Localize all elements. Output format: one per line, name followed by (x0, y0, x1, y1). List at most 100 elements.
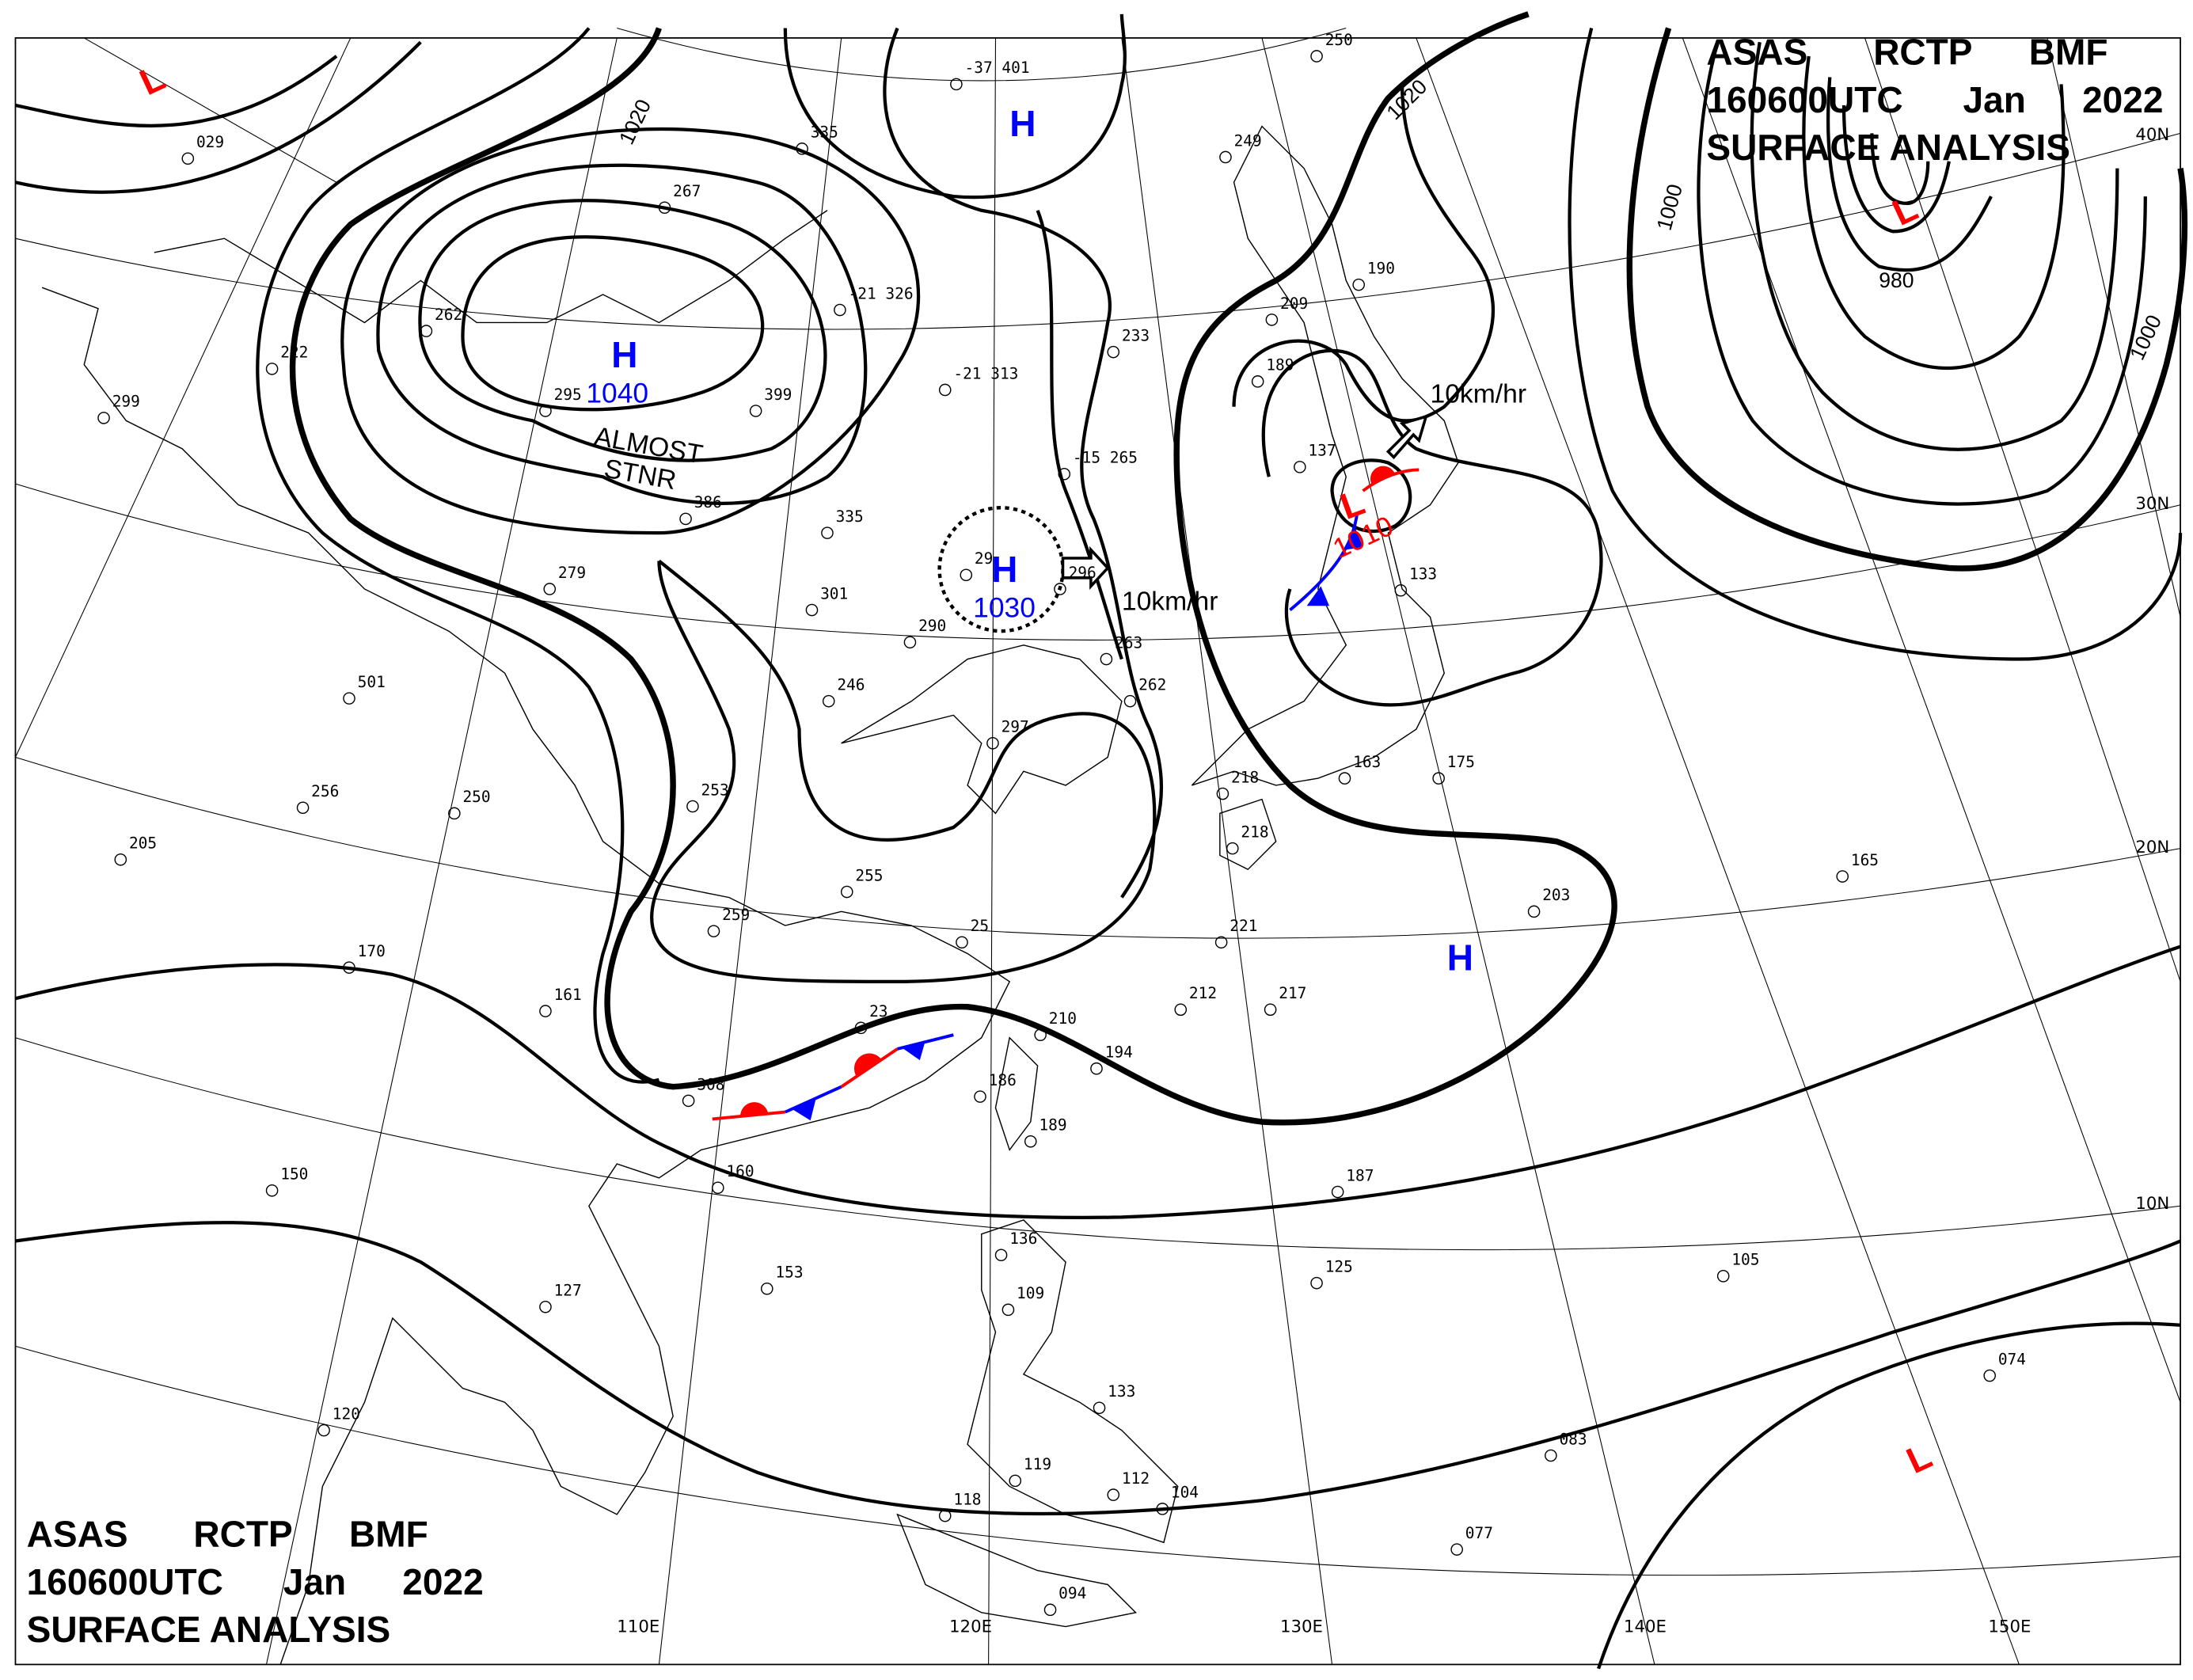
station-pressure: 250 (462, 788, 490, 806)
station-pressure: 301 (820, 584, 848, 602)
station-pressure: 074 (1998, 1350, 2026, 1368)
station-pressure: 190 (1367, 259, 1395, 277)
title-code: BMF (349, 1514, 428, 1555)
isobar (1841, 105, 1951, 234)
station-circle-icon (707, 925, 720, 937)
motion-arrow-northeast (1385, 414, 1428, 460)
station-pressure: 386 (694, 493, 722, 511)
station-circle-icon (1219, 150, 1232, 164)
station-pressure: 296 (1069, 564, 1096, 582)
station-circle-icon (712, 1181, 724, 1195)
station-pressure: 133 (1409, 565, 1437, 583)
station-circle-icon (1251, 375, 1264, 388)
station-circle-icon (1174, 1003, 1188, 1017)
station-circle-icon (539, 1300, 552, 1313)
title-block-top: ASAS RCTP BMF 160600UTC Jan 2022 SURFACE… (1706, 32, 2163, 168)
station-pressure: 120 (333, 1404, 360, 1423)
station-circle-icon (1983, 1369, 1996, 1382)
station-circle-icon (994, 1249, 1008, 1262)
station-circle-icon (1310, 1276, 1323, 1290)
station-circle-icon (1009, 1474, 1022, 1488)
station-circle-icon (317, 1423, 330, 1437)
cold-front-triangle (1306, 586, 1330, 606)
isobars (14, 11, 2188, 1670)
station-circle-icon (543, 583, 557, 595)
longitude-line (1121, 37, 1333, 1665)
station-pressure: 163 (1353, 753, 1381, 771)
longitude-line (84, 37, 337, 183)
map-frame (14, 37, 2181, 1666)
station-pressure: 187 (1346, 1166, 1374, 1184)
station-circle-icon (1265, 314, 1279, 326)
station-circle-icon (686, 800, 699, 813)
longitude-line (988, 37, 997, 1665)
station-circle-icon (903, 636, 917, 649)
station-pressure: 175 (1447, 753, 1475, 771)
station-pressure: 23 (869, 1002, 887, 1021)
station-pressure: 094 (1058, 1584, 1086, 1602)
station-pressure: 259 (722, 906, 750, 924)
latitude-line (15, 756, 2181, 939)
station-pressure: 222 (280, 344, 308, 362)
station-pressure: 218 (1231, 768, 1259, 786)
longitude-line (1864, 37, 2181, 983)
title-time: 160600UTC (27, 1561, 223, 1602)
longitude-line (2047, 37, 2181, 618)
isobar (1232, 84, 1495, 423)
high-center-1040: H (611, 334, 637, 375)
isobar (1330, 458, 1412, 534)
cold-front-triangle (792, 1097, 816, 1121)
station-circle-icon (1432, 772, 1445, 785)
station-circle-icon (114, 853, 127, 866)
station-pressure: 399 (764, 386, 792, 404)
isobar (1568, 28, 2183, 661)
station-pressure: 263 (1115, 633, 1142, 652)
station-pressure: 250 (1325, 31, 1353, 49)
latitude-line (15, 483, 2181, 640)
station-pressure: 210 (1049, 1009, 1077, 1028)
station-pressure: 105 (1731, 1251, 1759, 1269)
station-pressure: 170 (358, 942, 386, 960)
isobar (650, 559, 1157, 984)
motion-label-1: 10km/hr (1122, 587, 1218, 617)
station-pressure: -15 265 (1073, 449, 1138, 467)
latitude-label: 40N (2135, 125, 2169, 145)
grid-labels: 40N 30N 20N 10N 110E 120E 130E 140E 150E (617, 125, 2169, 1636)
station-pressure: 077 (1465, 1524, 1493, 1542)
station-pressure: -37 401 (965, 59, 1030, 77)
station-pressure: 501 (358, 673, 386, 691)
station-circle-icon (854, 1021, 868, 1035)
station-circle-icon (1093, 1401, 1106, 1415)
title-agency: ASAS (1706, 32, 1807, 73)
station-circle-icon (1338, 772, 1351, 785)
station-circle-icon (840, 885, 853, 899)
station-pressure: 335 (811, 124, 838, 142)
latitude-line (15, 1345, 2181, 1576)
station-pressure: 118 (953, 1491, 981, 1509)
isobar (1870, 133, 1930, 206)
title-analysis: SURFACE ANALYSIS (27, 1609, 391, 1650)
station-pressure: 256 (311, 782, 339, 800)
station-circle-icon (1024, 1135, 1037, 1148)
station-circle-icon (760, 1282, 773, 1295)
isobar-1020 (289, 11, 1617, 1126)
station-circle-icon (1836, 870, 1849, 883)
isobar-1000 (1626, 27, 2188, 572)
station-circle-icon (1054, 583, 1066, 595)
isobar (1697, 41, 2147, 506)
isobar (461, 235, 765, 412)
isobar (14, 945, 2181, 1219)
station-circle-icon (938, 383, 952, 397)
station-circle-icon (938, 1509, 952, 1522)
station-circle-icon (821, 526, 834, 539)
longitude-line (15, 37, 352, 758)
isobar (1802, 55, 2066, 371)
station-circle-icon (1100, 652, 1113, 666)
longitude-label: 130E (1280, 1617, 1323, 1637)
title-analysis: SURFACE ANALYSIS (1706, 127, 2070, 168)
station-pressure: 255 (855, 866, 883, 884)
title-station: RCTP (1873, 32, 1972, 73)
isobar (15, 55, 338, 127)
station-pressure: 125 (1325, 1257, 1353, 1275)
station-circle-icon (834, 303, 846, 317)
